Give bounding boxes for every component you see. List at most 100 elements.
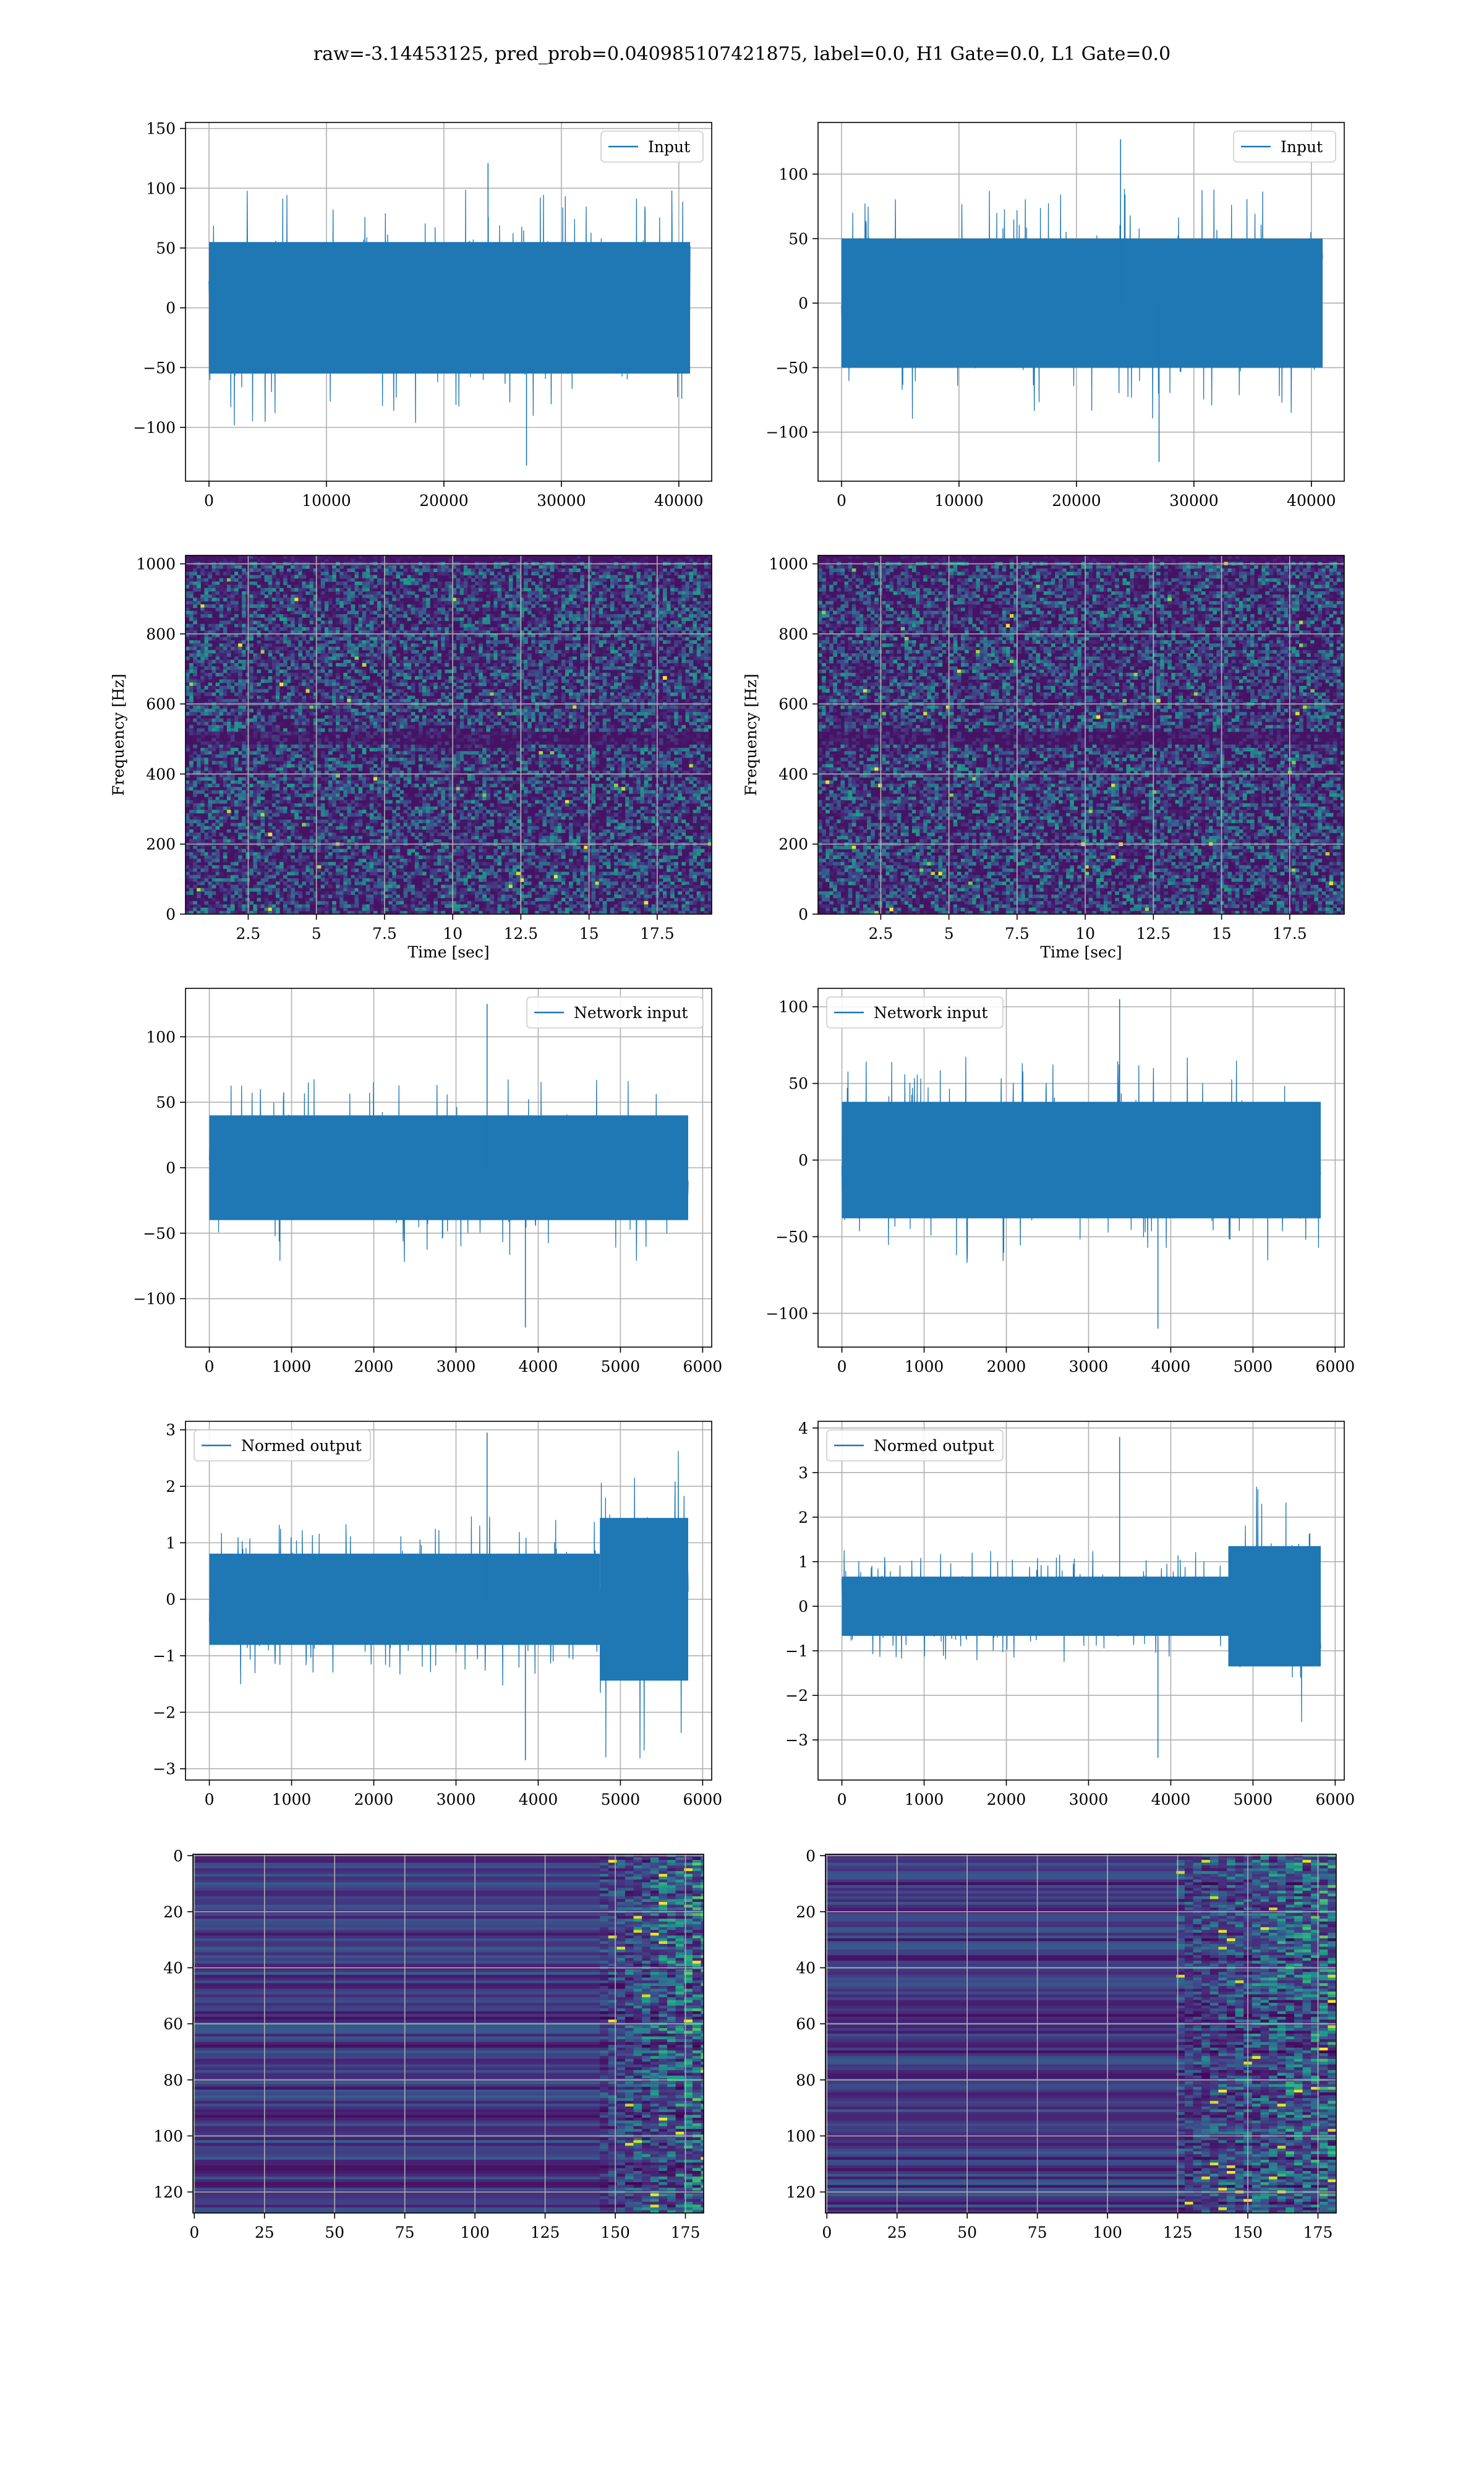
heatmap-cell [279,653,284,657]
heatmap-cell [309,738,314,742]
heatmap-cell [324,588,329,592]
heatmap-cell [302,744,307,748]
heatmap-cell [186,712,190,716]
heatmap-cell [388,904,393,909]
heatmap-cell [392,875,396,879]
heatmap-cell [200,607,205,612]
heatmap-cell [339,643,344,648]
heatmap-cell [403,594,408,599]
heatmap-cell [448,751,453,755]
heatmap-cell [193,807,197,810]
heatmap-cell [411,907,416,912]
heatmap-cell [336,868,340,873]
heatmap-cell [411,871,416,876]
heatmap-cell [242,623,246,628]
heatmap-cell [238,623,242,628]
heatmap-cell [313,910,318,914]
heatmap-cell [399,833,404,837]
heatmap-cell [279,676,284,680]
heatmap-cell [283,636,288,641]
heatmap-cell [332,712,336,716]
heatmap-cell [215,633,220,638]
heatmap-cell [422,617,427,622]
heatmap-cell [264,754,269,758]
heatmap-cell [373,748,378,751]
heatmap-cell [197,623,201,628]
heatmap-cell [403,649,408,654]
heatmap-cell [226,797,231,801]
heatmap-cell [343,692,348,696]
heatmap-cell [433,764,438,768]
heatmap-cell [339,597,344,602]
heatmap-cell [253,751,258,755]
heatmap-cell [336,894,340,899]
heatmap-cell [260,836,265,840]
heatmap-cell [445,601,450,605]
heatmap-cell [414,636,419,641]
heatmap-cell [437,676,441,680]
heatmap-cell [351,836,356,840]
heatmap-cell [283,884,288,889]
heatmap-cell [388,829,393,833]
heatmap-cell [362,653,367,657]
heatmap-cell [448,748,453,751]
heatmap-cell [324,855,329,859]
heatmap-cell [197,649,201,654]
heatmap-cell [422,807,427,810]
heatmap-cell [365,591,370,595]
heatmap-cell [381,604,385,608]
heatmap-cell [215,604,220,608]
heatmap-cell [347,855,352,859]
heatmap-cell [320,823,325,827]
heatmap-cell [430,881,434,886]
heatmap-cell [347,623,352,628]
heatmap-cell [234,617,239,622]
heatmap-cell [362,623,367,628]
heatmap-cell [407,607,412,612]
heatmap-cell [215,849,220,853]
heatmap-cell [426,721,430,726]
heatmap-cell [271,725,276,729]
heatmap-cell [320,862,325,866]
heatmap-cell [257,875,262,879]
heatmap-cell [249,682,254,687]
heatmap-cell [385,679,389,683]
heatmap-cell [291,901,295,905]
heatmap-cell [362,797,367,801]
heatmap-cell [365,865,370,869]
heatmap-cell [324,790,329,794]
heatmap-cell [365,894,370,899]
heatmap-cell [332,679,336,683]
heatmap-cell [298,607,303,612]
heatmap-cell [260,771,265,774]
heatmap-cell [283,901,288,905]
heatmap-cell [347,620,352,625]
heatmap-cell [211,728,216,732]
heatmap-cell [365,878,370,882]
heatmap-cell [253,800,258,804]
heatmap-cell [392,771,396,774]
heatmap-cell [204,878,209,882]
heatmap-cell [313,721,318,726]
heatmap-cell [343,682,348,687]
heatmap-cell [339,897,344,902]
heatmap-cell [437,820,441,823]
heatmap-cell [403,858,408,863]
heatmap-cell [336,725,340,729]
heatmap-cell [385,663,389,667]
heatmap-cell [249,695,254,700]
heatmap-cell [426,689,430,693]
heatmap-cell [437,568,441,572]
heatmap-cell [279,607,284,612]
heatmap-cell [358,884,363,889]
heatmap-cell [309,865,314,869]
heatmap-cell [351,653,356,657]
heatmap-cell [422,679,427,683]
heatmap-cell [264,871,269,876]
heatmap-cell [249,604,254,608]
heatmap-cell [369,725,374,729]
heatmap-cell [448,559,453,563]
heatmap-cell [215,588,220,592]
heatmap-cell [291,594,295,599]
heatmap-cell [275,676,280,680]
